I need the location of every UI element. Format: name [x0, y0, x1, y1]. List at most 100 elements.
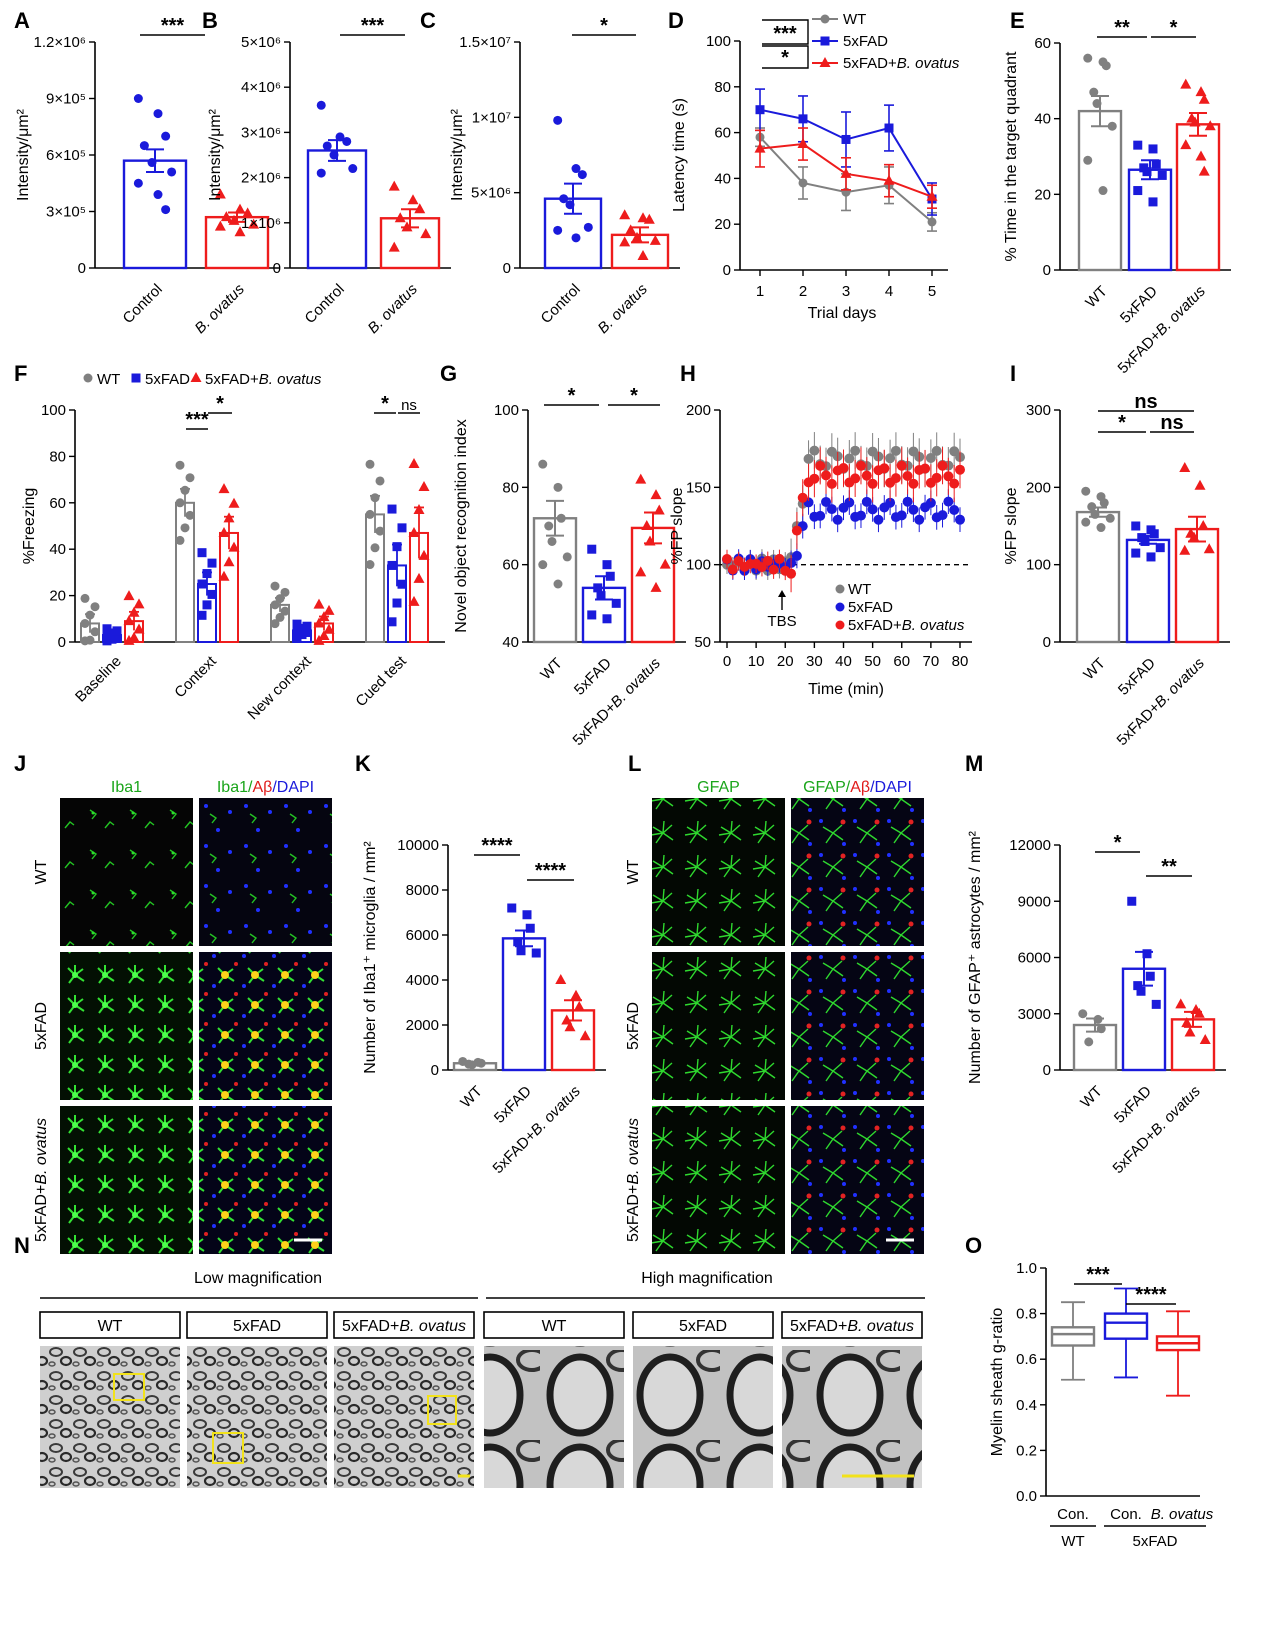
data-point	[175, 535, 185, 545]
data-point	[1204, 120, 1216, 131]
x-tick-label: B. ovatus	[192, 280, 249, 337]
condition-box	[781, 1311, 923, 1339]
x-tick-label: New context	[244, 652, 315, 723]
y-tick-label: 10000	[397, 837, 439, 854]
data-point	[133, 94, 143, 103]
data-point	[313, 598, 325, 609]
data-point	[949, 505, 960, 516]
x-axis-label: Time (min)	[808, 681, 884, 698]
y-tick-label: 5×10⁶	[471, 185, 511, 202]
y-tick-label: 1.2×10⁶	[34, 34, 86, 51]
data-point	[1188, 531, 1200, 542]
micrograph-image	[791, 952, 924, 1100]
data-point	[329, 150, 339, 160]
data-point	[850, 445, 861, 456]
data-point	[1198, 165, 1210, 176]
data-point	[821, 496, 832, 507]
significance-label: **	[1161, 856, 1177, 878]
x-tick-label: Control	[120, 281, 166, 327]
data-point	[1157, 170, 1167, 180]
significance-label: ****	[535, 860, 566, 882]
data-point	[153, 109, 163, 119]
data-point	[564, 1021, 576, 1032]
data-point	[562, 552, 572, 562]
data-point	[1148, 144, 1158, 154]
significance-label: *	[381, 393, 389, 415]
y-tick-label: 40	[1034, 111, 1051, 128]
y-tick-label: 0	[431, 1062, 439, 1079]
data-point	[407, 194, 419, 205]
y-axis-label: Novel object recognition index	[453, 419, 470, 632]
legend-marker	[835, 602, 845, 612]
y-tick-label: 100	[686, 557, 711, 574]
data-point	[926, 190, 938, 201]
data-point	[755, 105, 765, 115]
bar	[1127, 168, 1173, 272]
data-point	[112, 626, 122, 636]
y-axis-label: Intensity/μm²	[449, 108, 466, 201]
data-point	[1203, 543, 1215, 554]
data-point	[653, 504, 665, 515]
x-tick-label: 10	[748, 653, 765, 670]
data-point	[313, 617, 325, 628]
y-tick-label: 300	[1026, 402, 1051, 419]
chart-O: 0.0 0.2 0.4 0.6 0.8 1.0 Con. Con. B. ovatus WT 5xF…	[989, 1260, 1214, 1550]
data-point	[768, 564, 779, 575]
data-point	[513, 937, 523, 947]
data-point	[1083, 53, 1093, 63]
data-point	[85, 610, 95, 620]
data-point	[896, 510, 907, 521]
data-point	[955, 514, 965, 525]
y-tick-label: 6×10⁵	[46, 147, 86, 164]
data-point	[1105, 513, 1115, 523]
row-label: 5xFAD	[33, 1002, 50, 1050]
y-axis-label: Intensity/μm²	[207, 108, 224, 201]
data-point	[387, 504, 397, 514]
data-point	[318, 611, 330, 622]
micrograph-image	[652, 1106, 785, 1254]
data-point	[1179, 462, 1191, 472]
data-point	[815, 460, 826, 471]
significance-label: *	[600, 15, 608, 37]
data-point	[387, 617, 397, 627]
data-point	[619, 209, 631, 220]
panel-letter-A: A	[14, 8, 30, 33]
y-tick-label: 20	[1034, 186, 1051, 203]
legend-label: WT	[843, 11, 866, 28]
significance-label: ***	[161, 15, 185, 37]
x-tick-label: 40	[835, 653, 852, 670]
legend-label: 5xFAD	[848, 599, 893, 616]
micrograph-image	[199, 798, 332, 946]
panel-letter-I: I	[1010, 361, 1016, 386]
data-point	[867, 504, 878, 515]
legend-marker	[835, 620, 845, 630]
data-point	[650, 489, 662, 500]
data-point	[133, 178, 143, 188]
x-axis-label: Trial days	[808, 305, 877, 322]
data-point	[297, 630, 307, 640]
data-point	[202, 600, 212, 610]
data-point	[228, 214, 240, 225]
y-tick-label: 0	[273, 260, 281, 277]
data-point	[228, 541, 240, 552]
data-point	[242, 207, 254, 218]
data-point	[538, 459, 548, 469]
x-tick-label: 5xFAD	[491, 1083, 535, 1127]
y-axis-label: Number of Iba1⁺ microglia / mm²	[362, 841, 379, 1074]
legend-marker	[820, 36, 830, 46]
y-tick-label: 1×10⁶	[241, 215, 281, 232]
condition-box	[632, 1311, 774, 1339]
data-point	[1181, 1017, 1193, 1028]
data-point	[1083, 155, 1093, 165]
data-point	[408, 595, 420, 606]
data-point	[826, 478, 837, 489]
data-point	[90, 627, 100, 637]
micrograph-image	[652, 952, 785, 1100]
header-channel: Iba1	[111, 779, 142, 796]
data-point	[571, 164, 581, 174]
data-point	[408, 458, 420, 469]
data-point	[821, 470, 832, 481]
panel-letter-O: O	[965, 1233, 982, 1258]
data-point	[914, 514, 925, 525]
